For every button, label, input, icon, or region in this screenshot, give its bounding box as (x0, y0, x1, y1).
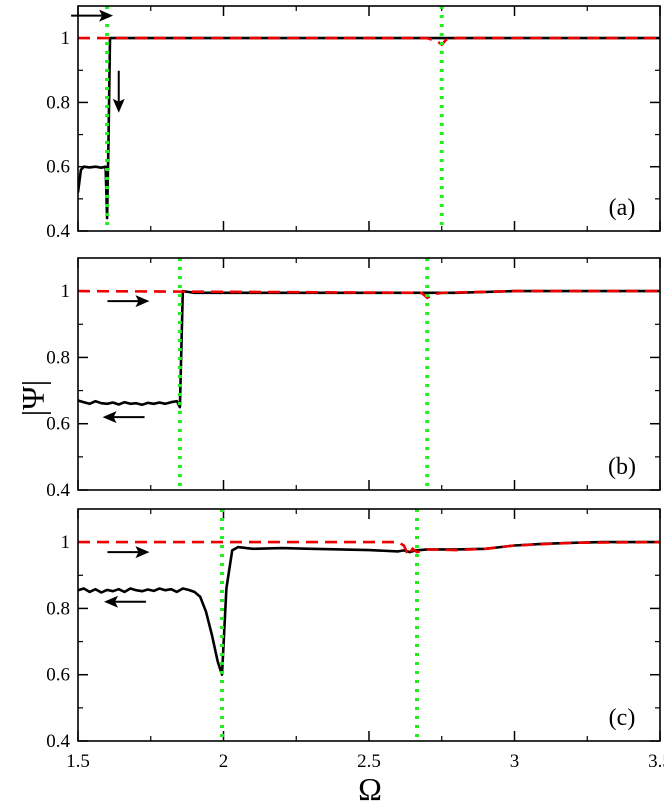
x-tick-label: 2.5 (357, 751, 381, 772)
panels-layer: 0.4 0.6 0.8 1 (a) 0.4 0.6 0.8 1 (b) 0.4 0.6 0.8 1 (c) 1… (46, 5, 664, 772)
plot-area (78, 6, 660, 231)
arrow-down-icon (112, 70, 125, 113)
arrow-head (102, 411, 117, 424)
y-tick-label: 0.8 (46, 347, 70, 368)
x-axis-label: Ω (358, 771, 382, 807)
arrow-head (112, 98, 125, 113)
x-tick-label: 2 (219, 751, 229, 772)
arrow-right-icon (71, 9, 114, 22)
y-tick-label: 0.4 (46, 731, 70, 752)
plot-area (78, 509, 660, 741)
panel-label: (b) (608, 454, 636, 480)
y-tick-label: 1 (61, 28, 71, 49)
y-tick-label: 0.8 (46, 598, 70, 619)
y-tick-label: 0.8 (46, 92, 70, 113)
red-dashed-curve (78, 540, 660, 559)
panel-frame (77, 257, 661, 491)
y-axis-label: |Ψ| (15, 380, 51, 416)
arrow-head (135, 295, 150, 308)
arrow-head (99, 9, 114, 22)
panel-1: 0.4 0.6 0.8 1 (b) (46, 257, 661, 501)
red-dashed-curve (78, 289, 660, 300)
y-tick-label: 1 (61, 532, 71, 553)
panel-2: 0.4 0.6 0.8 1 (c) (46, 508, 661, 752)
black-solid-curve (78, 36, 660, 220)
arrow-left-icon (102, 411, 145, 424)
black-solid-curve (78, 289, 660, 409)
arrow-right-icon (107, 295, 150, 308)
panel-frame (77, 508, 661, 742)
y-tick-label: 0.6 (46, 665, 70, 686)
black-solid-curve (78, 540, 660, 677)
arrow-head (104, 595, 119, 608)
arrow-head (135, 546, 150, 559)
red-dashed-curve (78, 36, 660, 47)
panel-frame (77, 5, 661, 232)
y-tick-label: 0.4 (46, 480, 70, 501)
arrow-right-icon (107, 546, 150, 559)
panel-0: 0.4 0.6 0.8 1 (a) (46, 5, 661, 242)
panel-label: (c) (609, 705, 636, 731)
arrow-left-icon (104, 595, 147, 608)
x-tick-label: 3 (510, 751, 520, 772)
x-tick-label: 1.5 (66, 751, 90, 772)
y-tick-label: 0.4 (46, 221, 70, 242)
x-tick-label: 3.5 (648, 751, 664, 772)
y-tick-label: 1 (61, 281, 71, 302)
plot-area (78, 258, 660, 490)
y-tick-label: 0.6 (46, 157, 70, 178)
y-tick-label: 0.6 (46, 414, 70, 435)
panel-label: (a) (609, 195, 636, 221)
